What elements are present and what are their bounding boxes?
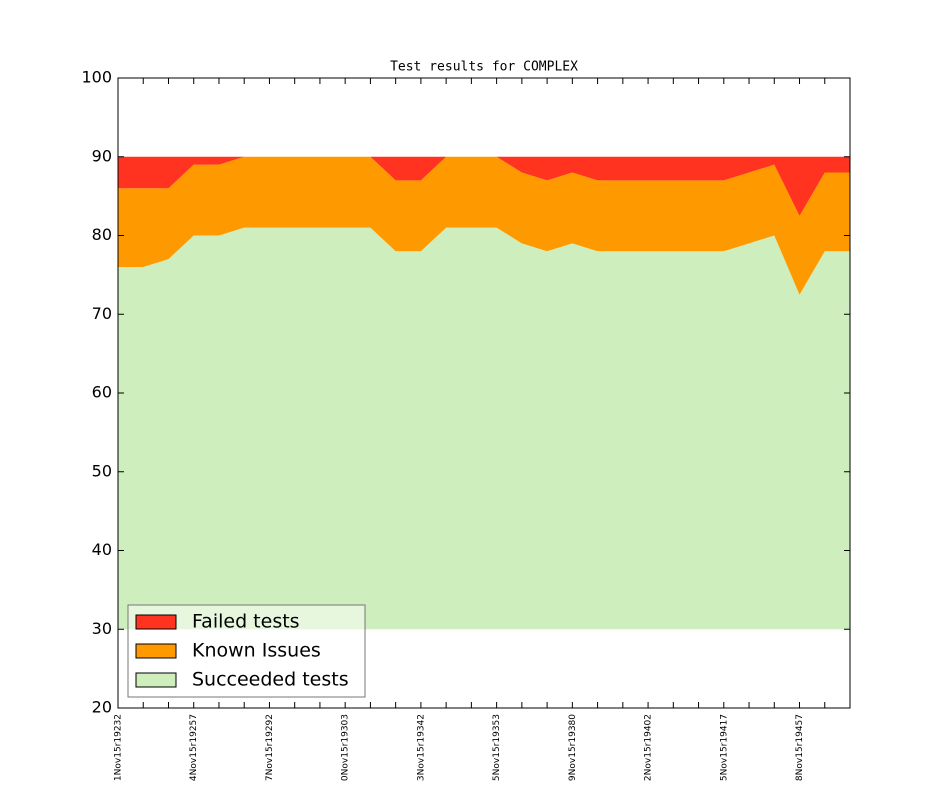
legend-label: Known Issues [192, 640, 321, 662]
x-tick-label: 5Nov15r19353 [492, 714, 502, 781]
legend-label: Succeeded tests [192, 669, 349, 691]
legend-swatch [135, 614, 177, 630]
x-tick-label: 9Nov15r19380 [568, 714, 578, 781]
y-tick-label: 70 [92, 304, 112, 323]
y-tick-label: 40 [92, 540, 112, 559]
y-tick-label: 30 [92, 619, 112, 638]
legend: Failed tests Known Issues Succeeded tests [127, 604, 366, 698]
x-tick-label: 4Nov15r19257 [189, 714, 199, 781]
chart-title: Test results for COMPLEX [390, 60, 578, 75]
x-tick-label: 8Nov15r19457 [795, 714, 805, 781]
y-tick-label: 60 [92, 383, 112, 402]
area [118, 156, 850, 295]
x-tick-label: 3Nov15r19342 [416, 714, 426, 781]
x-tick-label: 5Nov15r19417 [719, 714, 729, 781]
x-tick-label: 7Nov15r19292 [265, 714, 275, 781]
y-tick-label: 80 [92, 225, 112, 244]
legend-label: Failed tests [192, 611, 300, 633]
area [118, 227, 850, 630]
y-tick-label: 100 [81, 68, 112, 87]
y-tick-label: 50 [92, 461, 112, 480]
legend-swatch [135, 643, 177, 659]
x-tick-label: 1Nov15r19232 [114, 714, 124, 781]
x-tick-label: 0Nov15r19303 [341, 714, 351, 781]
legend-swatch [135, 672, 177, 688]
y-tick-label: 90 [92, 146, 112, 165]
y-tick-label: 20 [92, 698, 112, 717]
x-tick-label: 2Nov15r19402 [644, 714, 654, 781]
area [118, 156, 850, 216]
